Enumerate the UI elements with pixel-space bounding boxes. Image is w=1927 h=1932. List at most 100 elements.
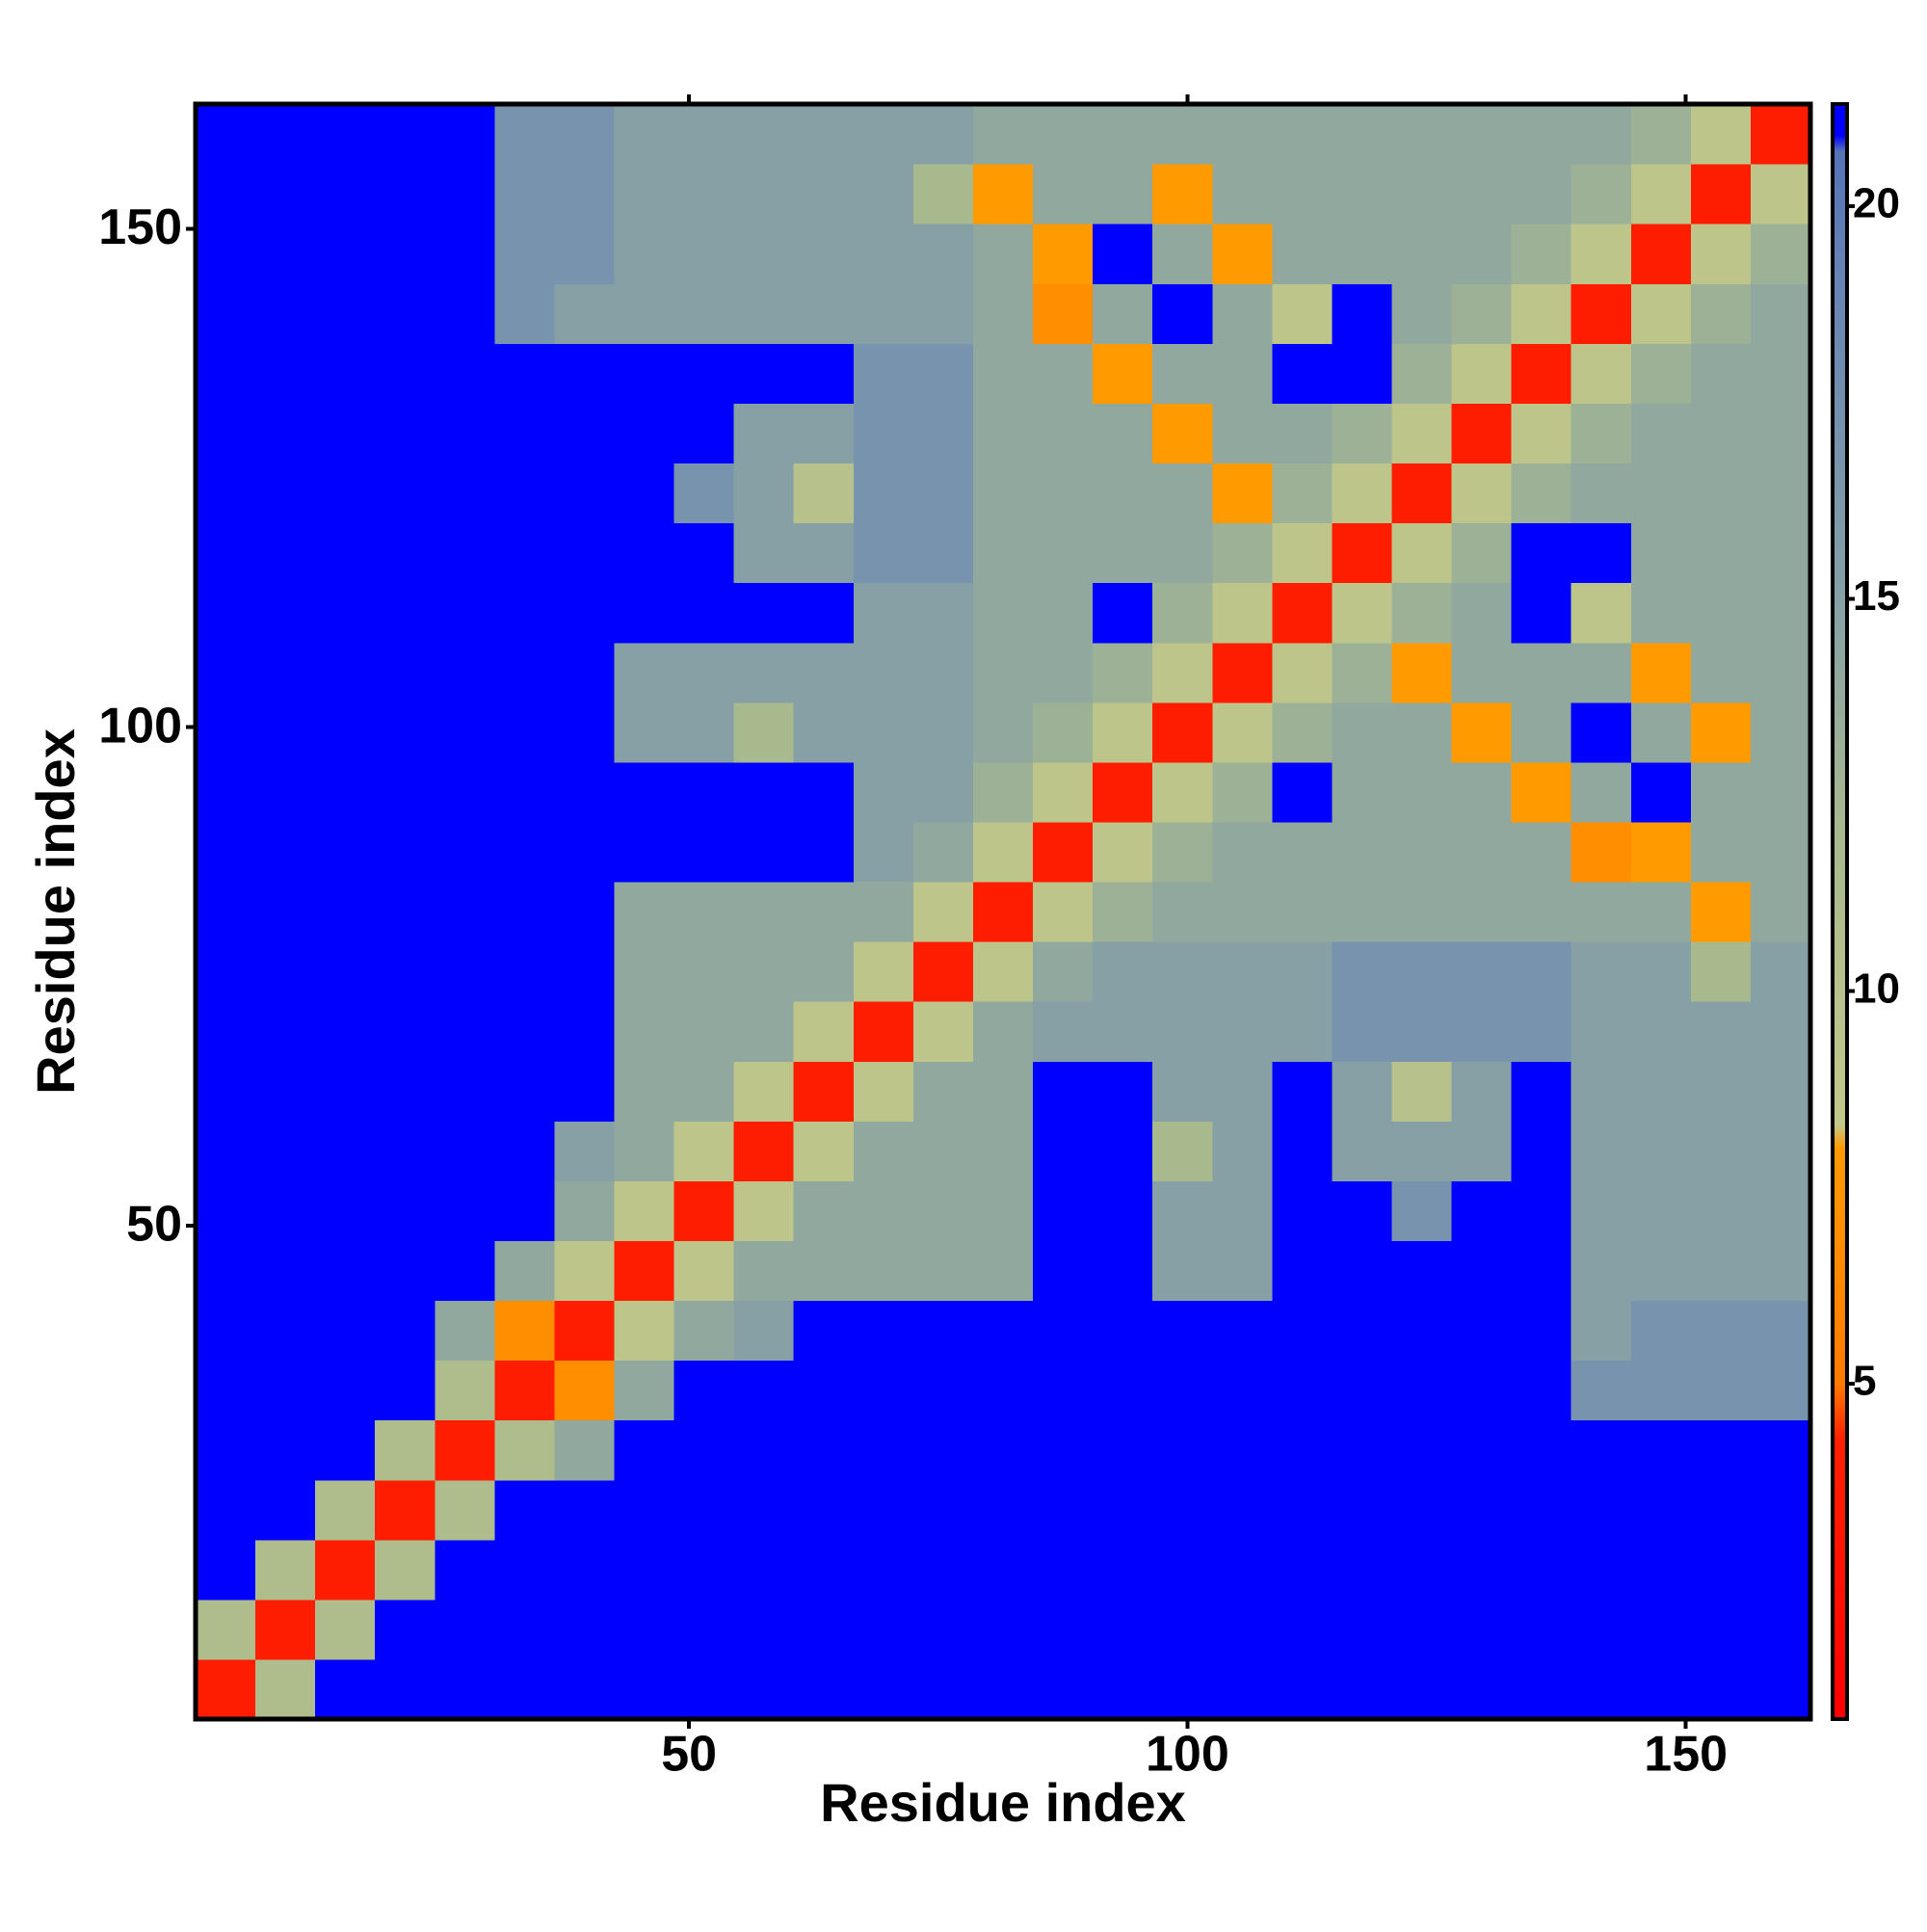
heatmap-cell <box>196 761 256 823</box>
heatmap-cell <box>733 1300 795 1362</box>
heatmap-cell <box>614 1658 675 1720</box>
heatmap-cell <box>1332 403 1393 464</box>
heatmap-cell <box>196 642 256 703</box>
heatmap-cell <box>1033 1479 1094 1541</box>
heatmap-cell <box>554 1539 616 1601</box>
heatmap-cell <box>1033 821 1094 883</box>
heatmap-cell <box>375 1180 436 1242</box>
heatmap-cell <box>1750 1360 1811 1421</box>
heatmap-cell <box>1093 164 1153 225</box>
heatmap-cell <box>1690 1539 1752 1601</box>
heatmap-cell <box>1093 1479 1153 1541</box>
heatmap-cell <box>614 881 675 942</box>
heatmap-cell <box>435 701 495 763</box>
heatmap-cell <box>1391 1419 1453 1481</box>
heatmap-cell <box>1630 1121 1692 1181</box>
heatmap-cell <box>196 1658 256 1720</box>
heatmap-cell <box>1332 1419 1393 1481</box>
heatmap-cell <box>1630 1599 1692 1660</box>
heatmap-cell <box>1630 1360 1692 1421</box>
heatmap-cell <box>1391 941 1453 1002</box>
heatmap-cell <box>1630 1539 1692 1601</box>
heatmap-cell <box>1212 463 1273 524</box>
heatmap-cell <box>1093 343 1153 404</box>
colorbar-tick-label: 10 <box>1853 965 1900 1012</box>
heatmap-cell <box>1571 701 1632 763</box>
heatmap-cell <box>554 1240 616 1302</box>
heatmap-cell <box>912 761 974 823</box>
heatmap-cell <box>1272 1121 1333 1181</box>
heatmap-cell <box>1033 642 1094 703</box>
heatmap-cell <box>1272 1360 1333 1421</box>
heatmap-cell <box>912 701 974 763</box>
heatmap-cell <box>1152 104 1213 165</box>
heatmap-cell <box>853 642 914 703</box>
heatmap-cell <box>1152 1360 1213 1421</box>
heatmap-cell <box>733 343 795 404</box>
heatmap-cell <box>1391 522 1453 584</box>
heatmap-cell <box>912 941 974 1002</box>
heatmap-cell <box>1571 582 1632 644</box>
heatmap-cell <box>1332 701 1393 763</box>
heatmap-cell <box>1630 1180 1692 1242</box>
heatmap-cell <box>1033 1360 1094 1421</box>
heatmap-cell <box>673 1180 735 1242</box>
y-tick-label: 50 <box>126 1197 182 1253</box>
heatmap-cell <box>614 1061 675 1122</box>
heatmap-cell <box>1511 463 1572 524</box>
heatmap-cell <box>1571 1300 1632 1362</box>
heatmap-cell <box>435 463 495 524</box>
heatmap-cell <box>255 283 316 344</box>
heatmap-cell <box>1451 164 1513 225</box>
heatmap-cell <box>912 283 974 344</box>
heatmap-cell <box>912 343 974 404</box>
heatmap-cell <box>853 1658 914 1720</box>
heatmap-cell <box>1750 1061 1811 1122</box>
heatmap-cell <box>793 104 855 165</box>
heatmap-cell <box>1690 283 1752 344</box>
heatmap-cell <box>1451 761 1513 823</box>
heatmap-cell <box>255 1180 316 1242</box>
heatmap-cell <box>1212 642 1273 703</box>
heatmap-cell <box>315 164 376 225</box>
heatmap-cell <box>1511 1539 1572 1601</box>
heatmap-cell <box>793 1658 855 1720</box>
heatmap-cell <box>494 1300 556 1362</box>
heatmap-cell <box>435 283 495 344</box>
heatmap-cell <box>494 1419 556 1481</box>
heatmap-cell <box>1212 224 1273 284</box>
heatmap-cell <box>614 1599 675 1660</box>
heatmap-cell <box>1571 1419 1632 1481</box>
heatmap-cell <box>1332 941 1393 1002</box>
heatmap-cell <box>733 941 795 1002</box>
heatmap-cell <box>733 582 795 644</box>
heatmap-cell <box>1511 701 1572 763</box>
heatmap-cell <box>912 1360 974 1421</box>
heatmap-cell <box>1033 1121 1094 1181</box>
heatmap-cell <box>315 642 376 703</box>
heatmap-cell <box>255 582 316 644</box>
heatmap-cell <box>255 881 316 942</box>
heatmap-cell <box>554 642 616 703</box>
heatmap-cell <box>1272 164 1333 225</box>
heatmap-cell <box>1212 1479 1273 1541</box>
heatmap-cell <box>375 1061 436 1122</box>
heatmap-cell <box>435 104 495 165</box>
heatmap-cell <box>733 1479 795 1541</box>
heatmap-cell <box>1630 761 1692 823</box>
heatmap-cell <box>494 1479 556 1541</box>
heatmap-cell <box>435 343 495 404</box>
heatmap-cell <box>494 701 556 763</box>
heatmap-cell <box>1690 403 1752 464</box>
heatmap-cell <box>1571 1658 1632 1720</box>
heatmap-cell <box>494 881 556 942</box>
heatmap-cell <box>1093 1599 1153 1660</box>
heatmap-cell <box>1630 104 1692 165</box>
heatmap-cell <box>972 522 1034 584</box>
heatmap-cell <box>733 522 795 584</box>
heatmap-cell <box>315 761 376 823</box>
heatmap-cell <box>1272 701 1333 763</box>
heatmap-cell <box>196 283 256 344</box>
heatmap-cell <box>255 642 316 703</box>
heatmap-cell <box>1750 522 1811 584</box>
